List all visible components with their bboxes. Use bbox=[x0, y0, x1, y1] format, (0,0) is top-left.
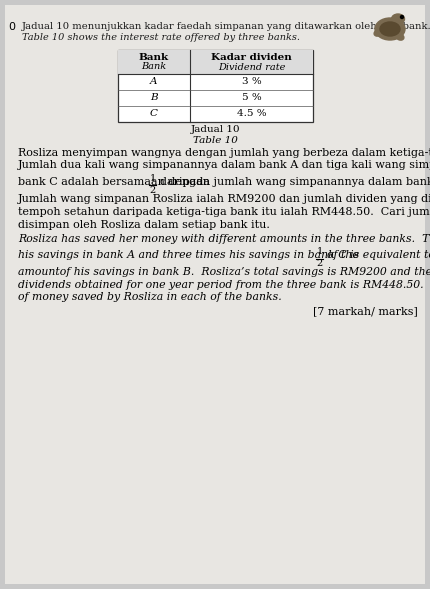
Text: of money saved by Rosliza in each of the banks.: of money saved by Rosliza in each of the… bbox=[18, 292, 282, 302]
Text: 1: 1 bbox=[316, 247, 322, 256]
Text: Rosliza has saved her money with different amounts in the three banks.  The amou: Rosliza has saved her money with differe… bbox=[18, 234, 430, 244]
Ellipse shape bbox=[374, 30, 382, 36]
Text: Jumlah dua kali wang simpanannya dalam bank A dan tiga kali wang simpanannya dal: Jumlah dua kali wang simpanannya dalam b… bbox=[18, 160, 430, 170]
Text: dividends obtained for one year period from the three bank is RM448.50.  Find th: dividends obtained for one year period f… bbox=[18, 280, 430, 290]
Text: daripada jumlah wang simpanannya dalam bank B.: daripada jumlah wang simpanannya dalam b… bbox=[160, 177, 430, 187]
Text: Bank: Bank bbox=[141, 62, 166, 71]
Text: 2: 2 bbox=[316, 260, 322, 269]
Text: Jadual 10 menunjukkan kadar faedah simpanan yang ditawarkan oleh tiga bank.: Jadual 10 menunjukkan kadar faedah simpa… bbox=[22, 22, 430, 31]
Text: C: C bbox=[150, 110, 158, 118]
Bar bbox=[118, 50, 313, 74]
Text: Dividend rate: Dividend rate bbox=[218, 63, 285, 72]
Text: of the: of the bbox=[327, 250, 359, 260]
Text: B: B bbox=[150, 94, 158, 102]
Text: Jumlah wang simpanan Rosliza ialah RM9200 dan jumlah dividen yang diperolehnya b: Jumlah wang simpanan Rosliza ialah RM920… bbox=[18, 194, 430, 204]
Text: bank C adalah bersamaan dengan: bank C adalah bersamaan dengan bbox=[18, 177, 210, 187]
Text: Rosliza menyimpan wangnya dengan jumlah yang berbeza dalam ketiga-tiga bank itu.: Rosliza menyimpan wangnya dengan jumlah … bbox=[18, 148, 430, 158]
Text: Jadual 10: Jadual 10 bbox=[190, 125, 240, 134]
Text: 2: 2 bbox=[149, 186, 156, 195]
Text: tempoh setahun daripada ketiga-tiga bank itu ialah RM448.50.  Cari jumlah wang y: tempoh setahun daripada ketiga-tiga bank… bbox=[18, 207, 430, 217]
Text: [7 markah/ marks]: [7 markah/ marks] bbox=[313, 306, 418, 316]
Text: 5 %: 5 % bbox=[242, 94, 261, 102]
Ellipse shape bbox=[396, 34, 404, 40]
Ellipse shape bbox=[391, 14, 405, 24]
Ellipse shape bbox=[380, 22, 400, 36]
Text: Table 10: Table 10 bbox=[193, 136, 238, 145]
Text: his savings in bank A and three times his savings in bank C is equivalent to: his savings in bank A and three times hi… bbox=[18, 250, 430, 260]
Text: Table 10 shows the interest rate offered by three banks.: Table 10 shows the interest rate offered… bbox=[22, 33, 300, 42]
Ellipse shape bbox=[400, 15, 403, 18]
Text: 4.5 %: 4.5 % bbox=[237, 110, 266, 118]
Text: 1: 1 bbox=[149, 174, 156, 183]
Text: 0: 0 bbox=[8, 22, 15, 32]
Text: 3 %: 3 % bbox=[242, 78, 261, 87]
Text: A: A bbox=[150, 78, 158, 87]
Bar bbox=[118, 50, 313, 122]
Text: disimpan oleh Rosliza dalam setiap bank itu.: disimpan oleh Rosliza dalam setiap bank … bbox=[18, 220, 270, 230]
Text: Kadar dividen: Kadar dividen bbox=[211, 53, 292, 62]
Text: Bank: Bank bbox=[139, 53, 169, 62]
Ellipse shape bbox=[375, 18, 405, 40]
Text: amountof his savings in bank B.  Rosliza’s total savings is RM9200 and the total: amountof his savings in bank B. Rosliza’… bbox=[18, 267, 430, 277]
